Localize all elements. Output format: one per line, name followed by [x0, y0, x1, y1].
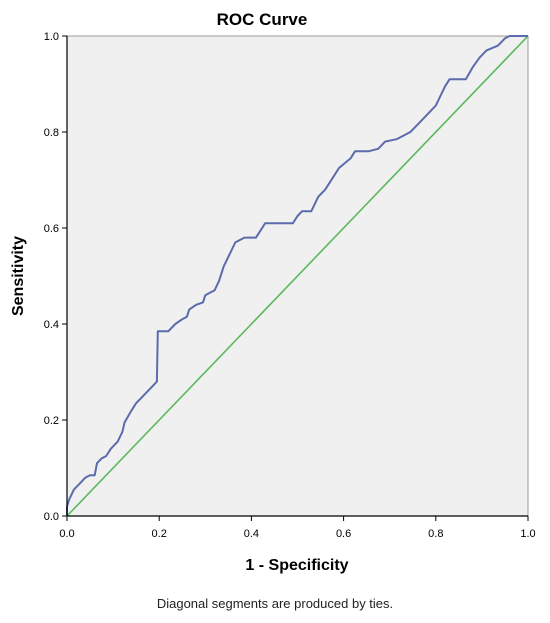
chart-title: ROC Curve: [217, 10, 308, 29]
footnote: Diagonal segments are produced by ties.: [156, 596, 394, 611]
axis-ticks: 0.0 0.2 0.4 0.6 0.8 1.0 0.0 0.2 0.4 0.6 0.8 1.0: [44, 31, 536, 540]
x-axis-label: 1 - Specificity: [245, 557, 348, 574]
roc-curve-line: [66, 35, 528, 516]
reference-diagonal-line: [66, 35, 529, 517]
x-tick-label: 0.6: [336, 528, 351, 540]
x-tick-label: 0.8: [428, 528, 443, 540]
y-tick-label: 0.2: [44, 415, 59, 427]
y-tick-label: 0.6: [44, 223, 59, 235]
x-tick-label: 1.0: [520, 528, 535, 540]
y-tick-label: 0.8: [44, 127, 59, 139]
x-tick-label: 0.2: [152, 528, 167, 540]
x-tick-label: 0.0: [59, 528, 74, 540]
series-layer: [66, 35, 529, 517]
y-tick-label: 0.0: [44, 511, 59, 523]
y-tick-label: 1.0: [44, 31, 59, 43]
x-tick-label: 0.4: [244, 528, 259, 540]
y-tick-label: 0.4: [44, 319, 59, 331]
y-axis-label: Sensitivity: [10, 236, 27, 316]
